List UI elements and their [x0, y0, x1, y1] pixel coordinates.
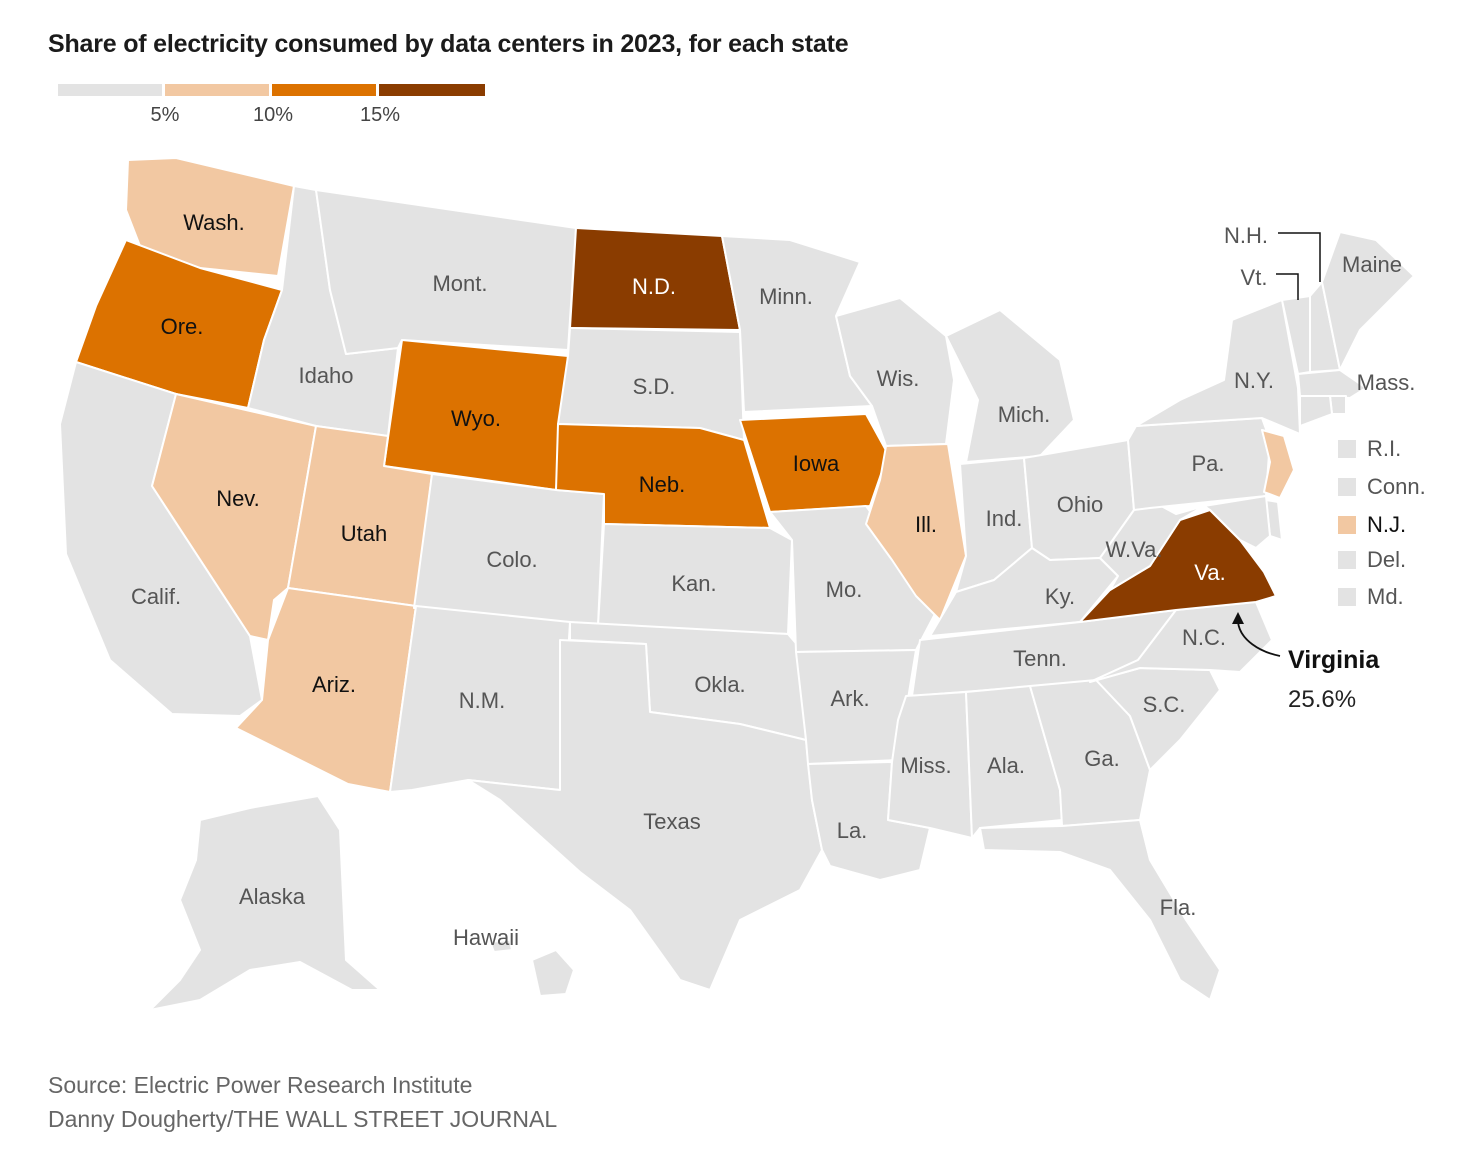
- state-texas[interactable]: [467, 639, 823, 991]
- label-ark: Ark.: [830, 686, 869, 711]
- state-ny[interactable]: [1135, 299, 1301, 435]
- label-va: Va.: [1194, 560, 1225, 585]
- nh-leader-line: [1278, 232, 1321, 282]
- key-swatch-nj: [1338, 516, 1356, 534]
- legend-swatch-3: [379, 84, 485, 96]
- label-mass: Mass.: [1357, 370, 1416, 395]
- label-miss: Miss.: [900, 753, 951, 778]
- label-utah: Utah: [341, 521, 387, 546]
- label-nev: Nev.: [216, 486, 260, 511]
- label-calif: Calif.: [131, 584, 181, 609]
- credit-line: Danny Dougherty/THE WALL STREET JOURNAL: [48, 1106, 558, 1132]
- key-swatch-ri: [1338, 440, 1356, 458]
- virginia-callout-name: Virginia: [1288, 646, 1380, 674]
- label-wva: W.Va.: [1105, 537, 1162, 562]
- state-kan[interactable]: [597, 523, 793, 635]
- state-alaska[interactable]: [149, 795, 381, 1011]
- label-vt: Vt.: [1241, 265, 1268, 290]
- label-colo: Colo.: [486, 547, 537, 572]
- label-wash: Wash.: [183, 210, 245, 235]
- state-md[interactable]: [1203, 495, 1271, 549]
- label-sd: S.D.: [633, 374, 676, 399]
- label-ny: N.Y.: [1234, 368, 1274, 393]
- legend-swatch-2: [272, 84, 376, 96]
- state-hawaii[interactable]: [531, 949, 575, 997]
- key-swatch-del: [1338, 551, 1356, 569]
- legend-tick-5: 5%: [150, 104, 180, 126]
- label-tenn: Tenn.: [1013, 646, 1067, 671]
- legend-tick-10: 10%: [252, 104, 294, 126]
- label-ind: Ind.: [986, 506, 1023, 531]
- key-swatch-md: [1338, 588, 1356, 606]
- virginia-callout-value: 25.6%: [1288, 686, 1357, 713]
- label-ohio: Ohio: [1057, 492, 1103, 517]
- state-mass[interactable]: [1297, 369, 1367, 399]
- state-nj[interactable]: [1261, 429, 1295, 499]
- label-wis: Wis.: [877, 366, 920, 391]
- key-swatch-conn: [1338, 478, 1356, 496]
- key-label-del: Del.: [1367, 547, 1407, 572]
- label-sc: S.C.: [1143, 692, 1186, 717]
- label-iowa: Iowa: [793, 451, 840, 476]
- label-ariz: Ariz.: [312, 672, 356, 697]
- source-note: Source: Electric Power Research Institut…: [48, 1072, 473, 1098]
- map-title: Share of electricity consumed by data ce…: [48, 30, 849, 58]
- state-ill[interactable]: [865, 443, 967, 621]
- label-nm: N.M.: [459, 688, 505, 713]
- key-label-ri: R.I.: [1367, 436, 1402, 461]
- label-ore: Ore.: [161, 314, 204, 339]
- label-ky: Ky.: [1045, 584, 1075, 609]
- state-nc[interactable]: [1089, 601, 1273, 683]
- label-mich: Mich.: [998, 402, 1051, 427]
- virginia-callout-arrowhead: [1232, 612, 1244, 624]
- label-maine: Maine: [1342, 252, 1402, 277]
- label-minn: Minn.: [759, 284, 813, 309]
- legend-tick-15: 15%: [359, 104, 401, 126]
- virginia-callout-arrow: [1237, 621, 1281, 657]
- label-idaho: Idaho: [298, 363, 353, 388]
- label-hawaii: Hawaii: [453, 925, 519, 950]
- key-label-md: Md.: [1367, 584, 1404, 609]
- label-neb: Neb.: [639, 472, 685, 497]
- legend-swatch-0: [58, 84, 162, 96]
- label-nh: N.H.: [1224, 223, 1268, 248]
- label-la: La.: [837, 818, 868, 843]
- label-ga: Ga.: [1084, 746, 1119, 771]
- hawaii-island-small[interactable]: [489, 939, 513, 953]
- label-wyo: Wyo.: [451, 406, 501, 431]
- key-label-conn: Conn.: [1367, 474, 1426, 499]
- state-conn[interactable]: [1299, 395, 1333, 427]
- label-texas: Texas: [643, 809, 700, 834]
- label-ill: Ill.: [915, 512, 937, 537]
- label-okla: Okla.: [694, 672, 745, 697]
- label-mo: Mo.: [826, 577, 863, 602]
- label-kan: Kan.: [671, 571, 716, 596]
- label-nc: N.C.: [1182, 625, 1226, 650]
- label-pa: Pa.: [1191, 451, 1224, 476]
- vt-leader-line: [1276, 273, 1299, 300]
- label-mont: Mont.: [432, 271, 487, 296]
- legend-swatch-1: [165, 84, 269, 96]
- key-label-nj: N.J.: [1367, 512, 1407, 537]
- state-mich[interactable]: [945, 309, 1075, 463]
- label-nd: N.D.: [632, 274, 676, 299]
- state-fla[interactable]: [979, 819, 1221, 1001]
- label-alaska: Alaska: [239, 884, 306, 909]
- label-ala: Ala.: [987, 753, 1025, 778]
- state-wash[interactable]: [125, 157, 295, 277]
- label-fla: Fla.: [1160, 895, 1197, 920]
